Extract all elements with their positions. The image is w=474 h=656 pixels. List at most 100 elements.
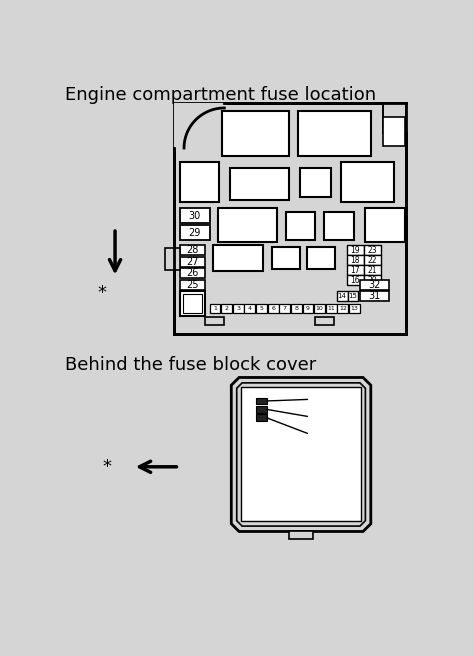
Bar [337, 304, 348, 313]
Bar [279, 304, 290, 313]
Bar [347, 265, 364, 275]
Bar [180, 256, 205, 266]
Bar [347, 291, 358, 301]
Bar [314, 304, 325, 313]
Bar [221, 304, 232, 313]
Text: 2: 2 [225, 306, 228, 311]
Text: 7: 7 [283, 306, 287, 311]
Bar [205, 318, 224, 325]
Text: 10: 10 [316, 306, 324, 311]
Bar [180, 245, 205, 255]
Text: 33: 33 [309, 394, 323, 405]
Bar [307, 247, 335, 269]
Bar [337, 291, 347, 301]
Text: 12: 12 [339, 306, 347, 311]
Bar [230, 168, 289, 200]
Bar [364, 245, 381, 255]
Bar [302, 304, 313, 313]
Bar [326, 304, 337, 313]
Bar [180, 162, 219, 202]
Bar [174, 104, 406, 335]
Text: 4: 4 [248, 306, 252, 311]
Text: 13: 13 [351, 306, 358, 311]
Bar [298, 111, 371, 155]
Text: 35: 35 [309, 428, 323, 438]
Bar [268, 304, 279, 313]
Polygon shape [231, 377, 371, 531]
Text: Behind the fuse block cover: Behind the fuse block cover [64, 356, 316, 374]
Text: 5: 5 [260, 306, 264, 311]
Bar [180, 279, 205, 290]
Bar [365, 208, 405, 242]
Bar [241, 388, 361, 522]
Bar [315, 318, 334, 325]
Bar [213, 245, 263, 271]
Bar [218, 208, 277, 242]
Bar [256, 415, 267, 421]
Bar [383, 104, 406, 133]
Text: 28: 28 [186, 245, 199, 255]
Text: 22: 22 [368, 256, 377, 264]
Bar [272, 247, 300, 269]
Text: 30: 30 [189, 211, 201, 221]
Text: 9: 9 [306, 306, 310, 311]
Text: 15: 15 [348, 293, 357, 299]
Bar [347, 245, 364, 255]
Text: 21: 21 [368, 266, 377, 275]
Text: 14: 14 [337, 293, 346, 299]
Text: 19: 19 [350, 245, 360, 255]
Text: 18: 18 [351, 256, 360, 264]
Text: 16: 16 [350, 276, 360, 285]
Text: 23: 23 [367, 245, 377, 255]
Text: 29: 29 [189, 228, 201, 237]
Bar [360, 279, 390, 290]
Text: 3: 3 [236, 306, 240, 311]
Text: 34: 34 [309, 411, 323, 421]
Text: 26: 26 [186, 268, 199, 278]
Bar [210, 304, 220, 313]
Bar [256, 398, 267, 405]
Bar [222, 111, 289, 155]
Bar [180, 208, 210, 224]
Bar [180, 291, 205, 316]
Text: 8: 8 [294, 306, 298, 311]
Bar [383, 117, 405, 146]
Text: *: * [103, 458, 112, 476]
Bar [180, 225, 210, 240]
Text: *: * [97, 284, 106, 302]
Bar [183, 295, 202, 313]
Text: 17: 17 [350, 266, 360, 275]
Bar [256, 406, 267, 413]
Bar [383, 104, 408, 134]
Bar [164, 248, 180, 270]
Text: 20: 20 [367, 276, 377, 285]
Text: 11: 11 [328, 306, 335, 311]
Text: 6: 6 [271, 306, 275, 311]
Text: 25: 25 [186, 279, 199, 290]
Bar [290, 531, 313, 539]
Text: 1: 1 [213, 306, 217, 311]
Text: 27: 27 [186, 256, 199, 266]
Text: 31: 31 [369, 291, 381, 301]
Bar [347, 255, 364, 265]
Bar [324, 212, 354, 239]
Bar [285, 212, 315, 239]
Text: 24: 24 [186, 291, 199, 301]
Bar [174, 104, 226, 150]
Bar [245, 304, 255, 313]
Bar [291, 304, 302, 313]
Bar [233, 304, 244, 313]
Bar [364, 255, 381, 265]
Bar [256, 304, 267, 313]
Bar [341, 162, 394, 202]
Text: 32: 32 [368, 279, 381, 290]
Text: Engine compartment fuse location: Engine compartment fuse location [64, 87, 376, 104]
Bar [347, 275, 364, 285]
Bar [364, 275, 381, 285]
Bar [180, 268, 205, 278]
Bar [349, 304, 360, 313]
Bar [180, 291, 205, 301]
Bar [364, 265, 381, 275]
Polygon shape [237, 383, 365, 526]
Bar [360, 291, 390, 301]
